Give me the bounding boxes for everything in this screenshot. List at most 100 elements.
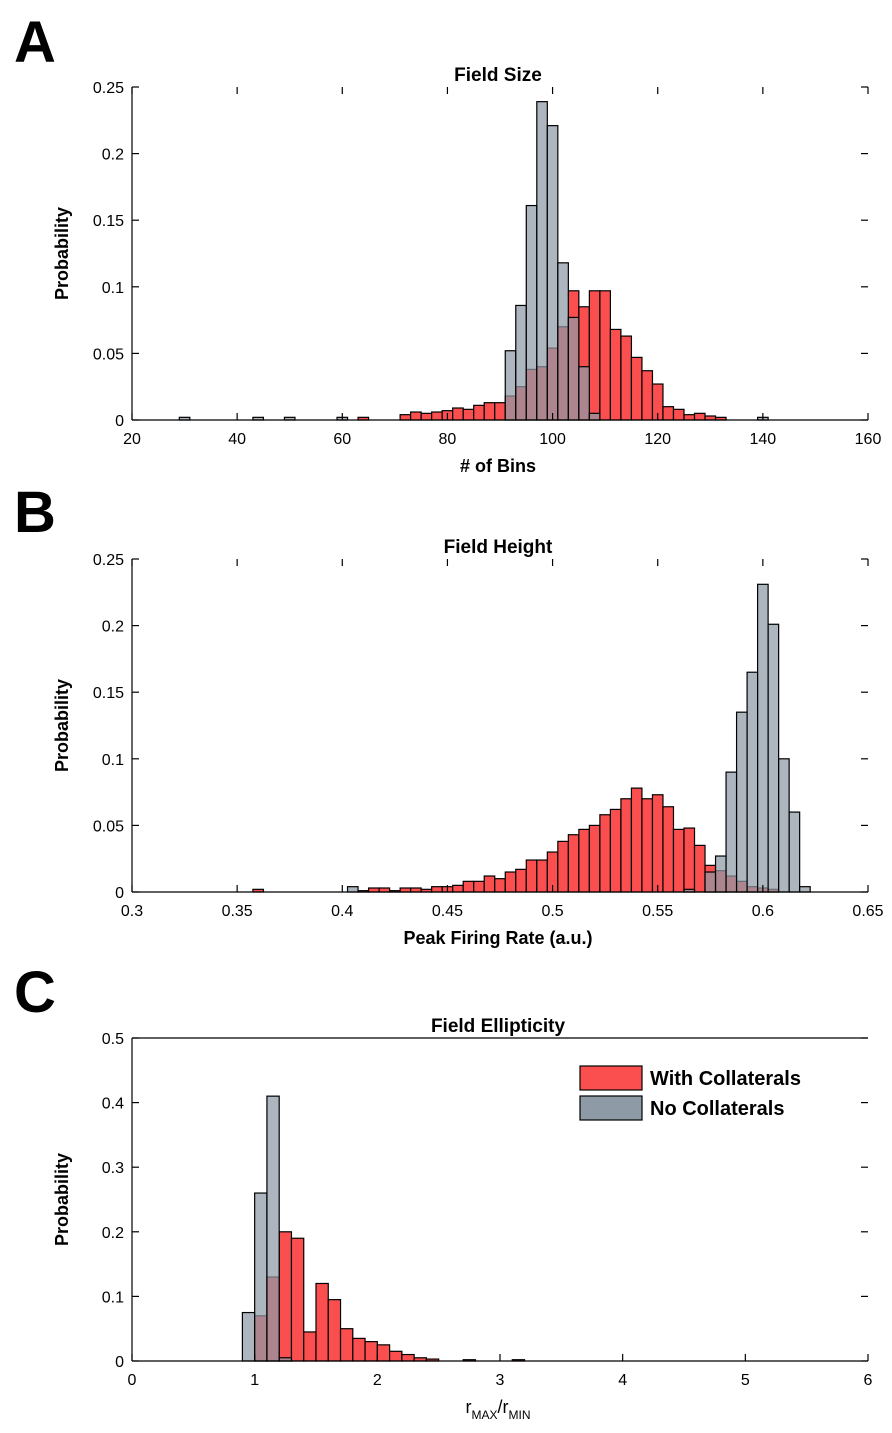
bar-a-no-collaterals <box>578 366 590 421</box>
legend-label-with-collaterals: With Collaterals <box>650 1068 801 1090</box>
bar-a-with-collaterals <box>683 414 696 421</box>
y-tick-label-c: 0.3 <box>102 1160 124 1177</box>
bar-a-with-collaterals <box>630 356 643 421</box>
bar-a-no-collaterals <box>504 350 517 421</box>
bar-a-no-collaterals <box>588 412 601 421</box>
bar-c-with-collaterals <box>339 1328 354 1362</box>
bar-b-with-collaterals <box>588 824 601 893</box>
x-tick-label-c: 6 <box>864 1372 873 1389</box>
bar-b-with-collaterals <box>557 840 569 893</box>
bar-c-with-collaterals <box>401 1353 415 1362</box>
x-tick-label-c: 5 <box>741 1372 750 1389</box>
bar-b-no-collaterals <box>704 871 717 893</box>
legend-swatch-with-collaterals <box>579 1065 643 1091</box>
y-axis-label-c: Probability <box>52 1153 72 1246</box>
bar-a-with-collaterals <box>588 290 601 421</box>
bar-a-with-collaterals <box>494 402 506 421</box>
bar-a-no-collaterals <box>525 204 538 421</box>
x-tick-label-a: 100 <box>539 431 566 448</box>
bar-c-with-collaterals <box>315 1282 329 1362</box>
y-tick-label-b: 0 <box>115 885 124 902</box>
bar-b-with-collaterals <box>693 844 706 893</box>
x-tick-label-b: 0.35 <box>222 903 253 920</box>
bar-c-no-collaterals <box>254 1192 268 1362</box>
bar-b-with-collaterals <box>662 806 675 893</box>
panel-c: C 0 1 2 3 4 5 6 0 0.1 0.2 0.3 0.4 0.5 Field Elliptici… <box>14 960 873 1422</box>
y-tick-label-a: 0.1 <box>102 280 124 297</box>
y-tick-label-a: 0 <box>115 413 124 430</box>
bar-b-with-collaterals <box>525 859 538 893</box>
y-tick-label-b: 0.2 <box>102 619 124 636</box>
bar-b-with-collaterals <box>473 880 485 893</box>
bar-b-with-collaterals <box>630 787 643 893</box>
bar-a-with-collaterals <box>662 406 675 421</box>
bar-b-no-collaterals <box>725 771 738 893</box>
bar-b-with-collaterals <box>599 814 612 893</box>
y-tick-label-b: 0.15 <box>93 685 124 702</box>
bar-a-with-collaterals <box>599 290 612 421</box>
bar-a-with-collaterals <box>431 411 443 421</box>
bar-b-no-collaterals <box>788 811 801 893</box>
bar-a-with-collaterals <box>483 402 496 421</box>
x-tick-label-c: 1 <box>250 1372 259 1389</box>
bar-c-with-collaterals <box>352 1337 366 1362</box>
bar-a-with-collaterals <box>462 408 475 421</box>
bar-a-no-collaterals <box>567 316 580 421</box>
bar-b-no-collaterals <box>346 886 359 893</box>
y-tick-label-c: 0.5 <box>102 1031 124 1048</box>
bar-b-with-collaterals <box>452 884 464 893</box>
bar-c-with-collaterals <box>364 1341 378 1362</box>
bar-b-no-collaterals <box>756 583 769 893</box>
legend-label-no-collaterals: No Collaterals <box>650 1098 784 1120</box>
bar-b-with-collaterals <box>651 794 664 893</box>
legend-swatch-no-collaterals <box>579 1095 643 1121</box>
x-tick-label-b: 0.65 <box>852 903 883 920</box>
bar-a-with-collaterals <box>410 411 422 421</box>
bar-b-with-collaterals <box>504 871 517 893</box>
y-tick-label-c: 0.1 <box>102 1289 124 1306</box>
y-tick-label-a: 0.25 <box>93 80 124 97</box>
x-tick-label-b: 0.3 <box>121 903 143 920</box>
x-tick-label-a: 60 <box>333 431 351 448</box>
bar-b-with-collaterals <box>462 880 475 893</box>
legend: With Collaterals No Collaterals <box>579 1065 801 1121</box>
bar-a-no-collaterals <box>515 304 527 421</box>
y-tick-label-b: 0.25 <box>93 552 124 569</box>
bar-c-no-collaterals <box>241 1311 256 1362</box>
bar-b-with-collaterals <box>536 859 548 893</box>
bar-a-with-collaterals <box>620 335 633 421</box>
y-tick-label-a: 0.15 <box>93 213 124 230</box>
bar-a-with-collaterals <box>473 404 485 421</box>
bar-c-with-collaterals <box>376 1344 391 1362</box>
x-tick-label-c: 3 <box>496 1372 505 1389</box>
bar-a-with-collaterals <box>452 407 464 421</box>
bar-a-with-collaterals <box>672 408 685 421</box>
bar-c-with-collaterals <box>389 1350 403 1362</box>
bar-b-no-collaterals <box>799 886 811 893</box>
panel-letter-a: A <box>14 10 56 75</box>
x-axis-label-a: # of Bins <box>460 456 536 476</box>
bar-b-with-collaterals <box>609 808 622 893</box>
x-tick-label-a: 40 <box>228 431 246 448</box>
bar-c-no-collaterals <box>266 1095 280 1362</box>
chart-title-a: Field Size <box>454 65 542 86</box>
bar-b-with-collaterals <box>620 798 633 893</box>
bar-b-with-collaterals <box>494 878 506 893</box>
x-axis-label-c: rMAX/rMIN <box>465 1397 530 1422</box>
bar-c-with-collaterals <box>290 1237 305 1362</box>
y-tick-label-c: 0 <box>115 1354 124 1371</box>
chart-title-c: Field Ellipticity <box>431 1016 566 1037</box>
panel-a: A 20 40 60 80 100 120 140 160 0 0.05 0.1 0.15 0.2 0.2… <box>14 10 881 476</box>
bar-a-with-collaterals <box>609 328 622 421</box>
bar-b-no-collaterals <box>735 711 748 893</box>
chart-title-b: Field Height <box>444 537 553 558</box>
bar-b-with-collaterals <box>683 827 696 893</box>
y-tick-label-b: 0.1 <box>102 752 124 769</box>
bar-b-no-collaterals <box>714 855 727 893</box>
bar-b-no-collaterals <box>746 671 759 893</box>
bar-b-with-collaterals <box>483 875 496 893</box>
y-axis-label-b: Probability <box>52 679 72 772</box>
panel-letter-b: B <box>14 480 56 545</box>
panel-letter-c: C <box>14 960 56 1025</box>
